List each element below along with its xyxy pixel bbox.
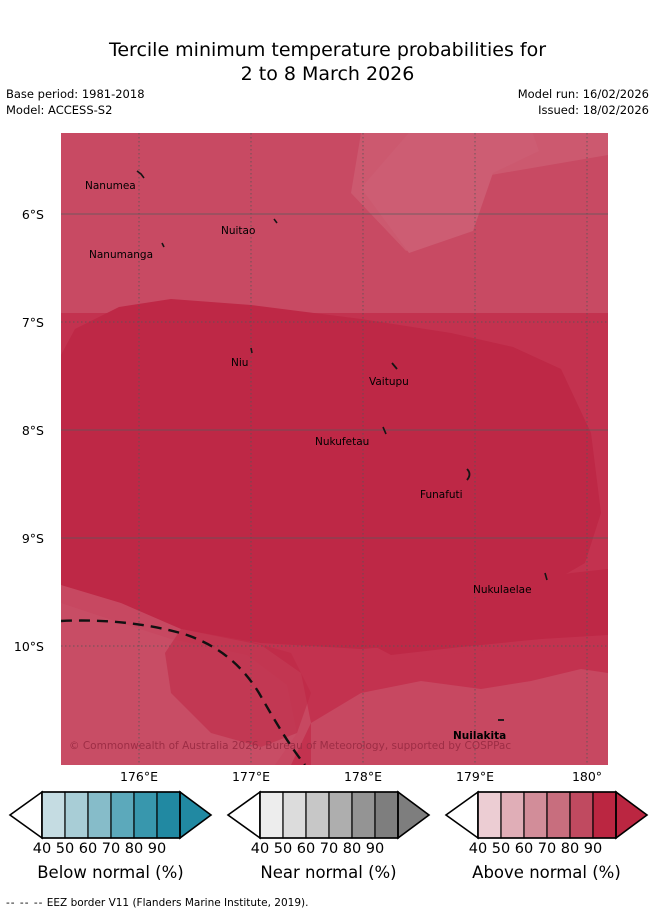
- y-tick-8s: 8°S: [21, 423, 44, 438]
- island-label-nukulaelae: Nukulaelae: [473, 584, 532, 596]
- colorbar-cell: [351, 791, 376, 839]
- metadata-left: Base period: 1981-2018 Model: ACCESS-S2: [6, 86, 145, 118]
- colorbar-cell: [569, 791, 594, 839]
- metadata-right: Model run: 16/02/2026 Issued: 18/02/2026: [518, 86, 649, 118]
- colorbar-near-normal[interactable]: [226, 790, 431, 840]
- colorbar-below-normal[interactable]: [8, 790, 213, 840]
- tick-above-80: 80: [560, 841, 580, 857]
- issued-text: Issued: 18/02/2026: [538, 103, 649, 117]
- island-label-nukufetau: Nukufetau: [315, 436, 370, 448]
- colorbar-cell: [282, 791, 307, 839]
- tick-near-70: 70: [319, 841, 339, 857]
- colorbar-cell: [64, 791, 89, 839]
- legend-group: 40 50 60 70 80 90 Below normal (%) 40 50…: [0, 790, 655, 890]
- legend-near-normal[interactable]: 40 50 60 70 80 90 Near normal (%): [226, 790, 431, 882]
- colorbar-cell: [500, 791, 525, 839]
- tick-below-60: 60: [78, 841, 98, 857]
- model-run-text: Model run: 16/02/2026: [517, 87, 649, 101]
- base-period-text: Base period: 1981-2018: [6, 87, 145, 101]
- map-copyright: © Commonwealth of Australia 2026, Bureau…: [69, 740, 512, 752]
- colorbar-cell: [110, 791, 135, 839]
- x-tick-177e: 177°E: [231, 769, 270, 784]
- eez-footnote-text: EEZ border V11 (Flanders Marine Institut…: [46, 897, 309, 909]
- x-tick-178e: 178°E: [343, 769, 382, 784]
- probability-map[interactable]: Nanumea Nuitao Nanumanga Niu Vaitupu Nuk…: [61, 133, 608, 765]
- colorbar-cell: [156, 791, 181, 839]
- legend-caption-near: Near normal (%): [260, 863, 397, 882]
- island-label-funafuti: Funafuti: [420, 489, 463, 501]
- page-title-line2: 2 to 8 March 2026: [240, 63, 415, 85]
- tick-above-70: 70: [537, 841, 557, 857]
- colorbar-cell: [546, 791, 571, 839]
- x-tick-176e: 176°E: [119, 769, 158, 784]
- y-tick-7s: 7°S: [21, 315, 44, 330]
- island-label-niu: Niu: [231, 357, 249, 369]
- colorbar-above-normal[interactable]: [444, 790, 649, 840]
- island-label-nuilakita: Nuilakita: [453, 730, 507, 742]
- legend-below-normal[interactable]: 40 50 60 70 80 90 Below normal (%): [8, 790, 213, 882]
- y-tick-10s: 10°S: [13, 639, 44, 654]
- x-tick-179e: 179°E: [455, 769, 494, 784]
- tick-below-40: 40: [32, 841, 52, 857]
- page-title-line1: Tercile minimum temperature probabilitie…: [108, 39, 547, 61]
- model-text: Model: ACCESS-S2: [6, 103, 113, 117]
- y-tick-6s: 6°S: [21, 207, 44, 222]
- island-label-nanumea: Nanumea: [85, 180, 136, 192]
- eez-footnote: -- -- -- EEZ border V11 (Flanders Marine…: [6, 897, 308, 909]
- colorbar-cell: [87, 791, 112, 839]
- tick-above-90: 90: [583, 841, 603, 857]
- tick-below-90: 90: [147, 841, 167, 857]
- y-tick-9s: 9°S: [21, 531, 44, 546]
- page-title: Tercile minimum temperature probabilitie…: [0, 38, 655, 86]
- tick-near-40: 40: [250, 841, 270, 857]
- legend-above-normal[interactable]: 40 50 60 70 80 90 Above normal (%): [444, 790, 649, 882]
- colorbar-cell: [41, 791, 66, 839]
- island-markers: [136, 170, 548, 721]
- colorbar-cell: [328, 791, 353, 839]
- tick-near-80: 80: [342, 841, 362, 857]
- tick-above-50: 50: [491, 841, 511, 857]
- eez-dash-sample: -- -- --: [6, 897, 44, 909]
- colorbar-ticks-below: 40 50 60 70 80 90: [8, 841, 213, 861]
- tick-near-90: 90: [365, 841, 385, 857]
- tick-above-40: 40: [468, 841, 488, 857]
- island-label-nuitao: Nuitao: [221, 225, 256, 237]
- tick-near-60: 60: [296, 841, 316, 857]
- map-shading-layer: [61, 133, 608, 765]
- colorbar-cell: [133, 791, 158, 839]
- x-tick-180: 180°: [571, 769, 603, 784]
- legend-caption-above: Above normal (%): [472, 863, 621, 882]
- colorbar-cell: [305, 791, 330, 839]
- legend-caption-below: Below normal (%): [37, 863, 184, 882]
- colorbar-cell: [374, 791, 399, 839]
- tick-below-50: 50: [55, 841, 75, 857]
- colorbar-cell: [592, 791, 617, 839]
- colorbar-ticks-above: 40 50 60 70 80 90: [444, 841, 649, 861]
- island-label-vaitupu: Vaitupu: [369, 376, 409, 388]
- tick-above-60: 60: [514, 841, 534, 857]
- island-label-nanumanga: Nanumanga: [89, 249, 154, 261]
- colorbar-cell: [259, 791, 284, 839]
- tick-near-50: 50: [273, 841, 293, 857]
- tick-below-80: 80: [124, 841, 144, 857]
- colorbar-ticks-near: 40 50 60 70 80 90: [226, 841, 431, 861]
- colorbar-cell: [523, 791, 548, 839]
- colorbar-cell: [477, 791, 502, 839]
- tick-below-70: 70: [101, 841, 121, 857]
